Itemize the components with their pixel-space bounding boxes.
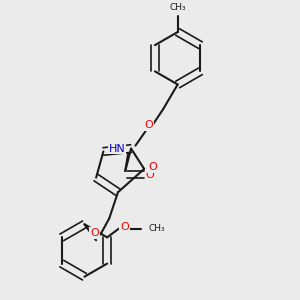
- Text: HN: HN: [109, 143, 125, 154]
- Text: O: O: [146, 170, 154, 180]
- Text: CH₃: CH₃: [169, 3, 186, 12]
- Text: O: O: [90, 228, 99, 238]
- Text: O: O: [144, 120, 153, 130]
- Text: CH₃: CH₃: [148, 224, 165, 233]
- Text: O: O: [148, 163, 157, 172]
- Text: O: O: [120, 222, 129, 232]
